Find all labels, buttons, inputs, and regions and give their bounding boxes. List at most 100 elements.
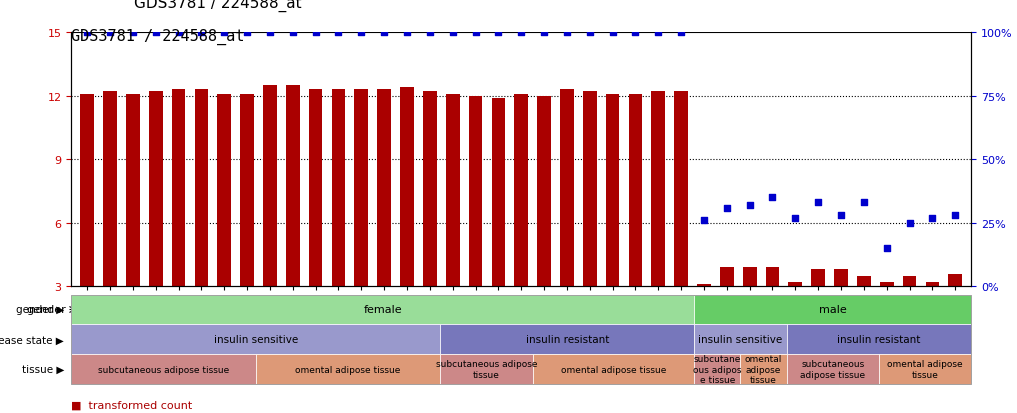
Point [741, 202, 758, 209]
Bar [720, 268, 733, 287]
Point [171, 30, 187, 36]
Point [901, 220, 917, 226]
Point [696, 217, 712, 224]
Text: insulin sensitive: insulin sensitive [699, 335, 782, 344]
Bar [652, 92, 665, 287]
Point [353, 30, 369, 36]
Bar [949, 274, 962, 287]
Bar [286, 86, 300, 287]
Bar [812, 270, 825, 287]
Bar [880, 282, 894, 287]
Text: subcutaneous adipose tissue: subcutaneous adipose tissue [98, 365, 229, 374]
Bar [491, 99, 505, 287]
Point [833, 212, 849, 219]
Bar [834, 270, 848, 287]
Bar [674, 92, 687, 287]
Bar [469, 97, 482, 287]
Point [285, 30, 301, 36]
Point [787, 215, 803, 221]
Text: omental
adipose
tissue: omental adipose tissue [744, 354, 782, 384]
Point [125, 30, 141, 36]
Text: female: female [363, 305, 402, 315]
Bar [515, 94, 528, 287]
Point [307, 30, 323, 36]
Point [331, 30, 347, 36]
Point [924, 215, 941, 221]
Bar [583, 92, 597, 287]
Point [765, 195, 781, 201]
Text: gender ▶: gender ▶ [16, 305, 64, 315]
Text: omental adipose
tissue: omental adipose tissue [887, 360, 963, 379]
Point [627, 30, 644, 36]
Text: insulin resistant: insulin resistant [837, 335, 920, 344]
Point [239, 30, 255, 36]
Point [79, 30, 96, 36]
Bar [903, 276, 916, 287]
Bar [925, 282, 940, 287]
Point [879, 245, 895, 252]
Point [650, 30, 666, 36]
Point [399, 30, 415, 36]
Point [558, 30, 575, 36]
Text: subcutaneous adipose
tissue: subcutaneous adipose tissue [436, 360, 537, 379]
Bar [103, 92, 117, 287]
Bar [240, 94, 254, 287]
Point [468, 30, 484, 36]
Point [536, 30, 552, 36]
Bar [80, 94, 94, 287]
Text: subcutane
ous adipos
e tissue: subcutane ous adipos e tissue [694, 354, 741, 384]
Point [444, 30, 461, 36]
Point [376, 30, 393, 36]
Point [147, 30, 164, 36]
Bar [629, 94, 643, 287]
Text: ■  transformed count: ■ transformed count [71, 399, 192, 409]
Text: ■  percentile rank within the sample: ■ percentile rank within the sample [71, 412, 277, 413]
Text: insulin sensitive: insulin sensitive [214, 335, 298, 344]
Bar [377, 90, 391, 287]
Text: tissue ▶: tissue ▶ [21, 364, 64, 374]
Bar [445, 94, 460, 287]
Bar [194, 90, 208, 287]
Point [719, 205, 735, 211]
Point [490, 30, 506, 36]
Bar [218, 94, 231, 287]
Text: male: male [819, 305, 846, 315]
Bar [309, 90, 322, 287]
Bar [148, 92, 163, 287]
Text: subcutaneous
adipose tissue: subcutaneous adipose tissue [800, 360, 865, 379]
Text: omental adipose tissue: omental adipose tissue [560, 365, 666, 374]
Point [193, 30, 210, 36]
Point [102, 30, 118, 36]
Point [855, 199, 872, 206]
Bar [126, 94, 139, 287]
Bar [263, 86, 277, 287]
Bar [537, 97, 551, 287]
Text: GDS3781 / 224588_at: GDS3781 / 224588_at [71, 29, 244, 45]
Text: omental adipose tissue: omental adipose tissue [296, 365, 401, 374]
Bar [857, 276, 871, 287]
Bar [742, 268, 757, 287]
Point [216, 30, 232, 36]
Text: GDS3781 / 224588_at: GDS3781 / 224588_at [134, 0, 302, 12]
Bar [697, 285, 711, 287]
Point [261, 30, 278, 36]
Text: insulin resistant: insulin resistant [526, 335, 609, 344]
Text: disease state ▶: disease state ▶ [0, 335, 64, 344]
Bar [560, 90, 574, 287]
Point [422, 30, 438, 36]
Point [604, 30, 620, 36]
Point [513, 30, 529, 36]
Point [673, 30, 690, 36]
Bar [606, 94, 619, 287]
Bar [400, 88, 414, 287]
Bar [788, 282, 802, 287]
Bar [423, 92, 436, 287]
Bar [355, 90, 368, 287]
Point [811, 199, 827, 206]
Text: gender: gender [26, 305, 66, 315]
Point [947, 212, 963, 219]
Bar [172, 90, 185, 287]
Bar [332, 90, 346, 287]
Bar [766, 268, 779, 287]
Point [582, 30, 598, 36]
